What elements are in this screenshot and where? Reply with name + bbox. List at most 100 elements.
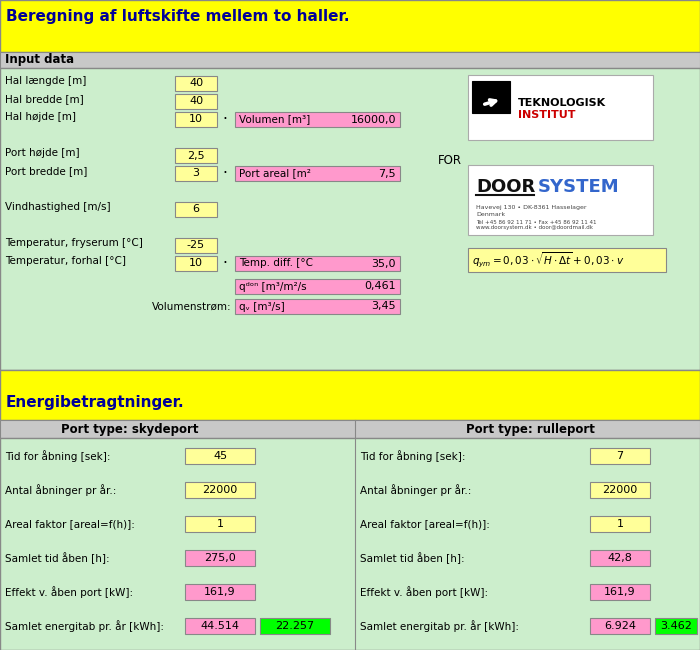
Text: Port areal [m²: Port areal [m² bbox=[239, 168, 311, 179]
Text: 3: 3 bbox=[193, 168, 200, 179]
Text: 22000: 22000 bbox=[603, 485, 638, 495]
Bar bbox=[655, 618, 697, 634]
Bar bbox=[175, 112, 217, 127]
Text: Input data: Input data bbox=[5, 53, 74, 66]
Text: 40: 40 bbox=[189, 79, 203, 88]
Bar bbox=[0, 52, 700, 68]
Bar bbox=[468, 75, 653, 140]
Bar bbox=[590, 448, 650, 464]
Text: 10: 10 bbox=[189, 114, 203, 125]
Text: 35,0: 35,0 bbox=[372, 259, 396, 268]
Bar bbox=[185, 516, 255, 532]
Bar bbox=[235, 299, 400, 314]
Text: Beregning af luftskifte mellem to haller.: Beregning af luftskifte mellem to haller… bbox=[6, 8, 349, 23]
Text: 45: 45 bbox=[213, 451, 227, 461]
Text: Samlet energitab pr. år [kWh]:: Samlet energitab pr. år [kWh]: bbox=[360, 620, 519, 632]
Text: Port type: rulleport: Port type: rulleport bbox=[466, 422, 594, 436]
Bar bbox=[175, 166, 217, 181]
Bar bbox=[0, 68, 700, 370]
Text: Hal længde [m]: Hal længde [m] bbox=[5, 76, 86, 86]
Text: Hal højde [m]: Hal højde [m] bbox=[5, 112, 76, 122]
Text: Tid for åbning [sek]:: Tid for åbning [sek]: bbox=[360, 450, 466, 462]
Text: Effekt v. åben port [kW]:: Effekt v. åben port [kW]: bbox=[5, 586, 133, 598]
Text: ·: · bbox=[223, 256, 228, 271]
Text: 6: 6 bbox=[193, 205, 200, 214]
Text: 1: 1 bbox=[617, 519, 624, 529]
Text: Port højde [m]: Port højde [m] bbox=[5, 148, 80, 158]
Text: qᵈᵒⁿ [m³/m²/s: qᵈᵒⁿ [m³/m²/s bbox=[239, 281, 307, 291]
Text: Temperatur, forhal [°C]: Temperatur, forhal [°C] bbox=[5, 256, 126, 266]
Text: 7,5: 7,5 bbox=[379, 168, 396, 179]
Text: Volumen [m³]: Volumen [m³] bbox=[239, 114, 310, 125]
Text: Antal åbninger pr år.:: Antal åbninger pr år.: bbox=[360, 484, 471, 496]
Text: Temp. diff. [°C: Temp. diff. [°C bbox=[239, 259, 313, 268]
Text: Havevej 130 • DK-8361 Hasselager: Havevej 130 • DK-8361 Hasselager bbox=[476, 205, 587, 209]
Text: 2,5: 2,5 bbox=[187, 151, 205, 161]
Bar bbox=[590, 550, 650, 566]
Bar bbox=[235, 256, 400, 271]
Text: 3,45: 3,45 bbox=[372, 302, 396, 311]
Text: 0,461: 0,461 bbox=[365, 281, 396, 291]
Bar bbox=[468, 165, 653, 235]
Text: 3.462: 3.462 bbox=[660, 621, 692, 631]
Text: 7: 7 bbox=[617, 451, 624, 461]
Bar bbox=[0, 0, 700, 52]
Bar bbox=[175, 148, 217, 163]
Bar bbox=[235, 112, 400, 127]
Text: www.doorsystem.dk • door@doordmail.dk: www.doorsystem.dk • door@doordmail.dk bbox=[476, 226, 593, 231]
Text: SYSTEM: SYSTEM bbox=[538, 178, 620, 196]
Text: INSTITUT: INSTITUT bbox=[518, 110, 575, 120]
Bar bbox=[472, 81, 510, 113]
Text: ·: · bbox=[223, 166, 228, 181]
Text: 40: 40 bbox=[189, 96, 203, 107]
Text: Areal faktor [areal=f(h)]:: Areal faktor [areal=f(h)]: bbox=[5, 519, 135, 529]
Text: ·: · bbox=[223, 112, 228, 127]
Bar bbox=[0, 420, 700, 438]
Text: Antal åbninger pr år.:: Antal åbninger pr år.: bbox=[5, 484, 116, 496]
Text: 16000,0: 16000,0 bbox=[351, 114, 396, 125]
Bar bbox=[0, 438, 700, 650]
Text: DOOR: DOOR bbox=[476, 178, 536, 196]
Bar bbox=[590, 618, 650, 634]
Text: Samlet tid åben [h]:: Samlet tid åben [h]: bbox=[360, 552, 465, 564]
Text: $q_{ym} = 0,03 \cdot \sqrt{H \cdot \Delta t} + 0,03 \cdot v$: $q_{ym} = 0,03 \cdot \sqrt{H \cdot \Delt… bbox=[472, 250, 624, 270]
Bar bbox=[590, 516, 650, 532]
Text: 10: 10 bbox=[189, 259, 203, 268]
Text: 42,8: 42,8 bbox=[608, 553, 632, 563]
Text: -25: -25 bbox=[187, 240, 205, 250]
Text: Samlet energitab pr. år [kWh]:: Samlet energitab pr. år [kWh]: bbox=[5, 620, 164, 632]
Bar bbox=[175, 238, 217, 253]
Bar bbox=[468, 248, 666, 272]
Text: Vindhastighed [m/s]: Vindhastighed [m/s] bbox=[5, 202, 111, 212]
Text: 1: 1 bbox=[216, 519, 223, 529]
Text: Denmark: Denmark bbox=[476, 213, 505, 218]
Text: TEKNOLOGISK: TEKNOLOGISK bbox=[518, 98, 606, 108]
Text: Volumenstrøm:: Volumenstrøm: bbox=[153, 302, 232, 311]
Bar bbox=[185, 584, 255, 600]
Bar bbox=[590, 482, 650, 498]
Bar bbox=[175, 256, 217, 271]
Bar bbox=[185, 618, 255, 634]
Text: 161,9: 161,9 bbox=[204, 587, 236, 597]
Text: Port type: skydeport: Port type: skydeport bbox=[62, 422, 199, 436]
Text: 275,0: 275,0 bbox=[204, 553, 236, 563]
Bar bbox=[0, 370, 700, 420]
Text: Temperatur, fryserum [°C]: Temperatur, fryserum [°C] bbox=[5, 238, 143, 248]
Text: qᵥ [m³/s]: qᵥ [m³/s] bbox=[239, 302, 285, 311]
Text: Tel +45 86 92 11 71 • Fax +45 86 92 11 41: Tel +45 86 92 11 71 • Fax +45 86 92 11 4… bbox=[476, 220, 596, 224]
Text: FOR: FOR bbox=[438, 153, 462, 166]
Bar bbox=[175, 76, 217, 91]
Text: Areal faktor [areal=f(h)]:: Areal faktor [areal=f(h)]: bbox=[360, 519, 490, 529]
Bar bbox=[185, 550, 255, 566]
Bar bbox=[185, 448, 255, 464]
Text: 22.257: 22.257 bbox=[275, 621, 314, 631]
Bar bbox=[590, 584, 650, 600]
Text: 44.514: 44.514 bbox=[200, 621, 239, 631]
Bar bbox=[175, 202, 217, 217]
Text: 161,9: 161,9 bbox=[604, 587, 636, 597]
Text: Energibetragtninger.: Energibetragtninger. bbox=[6, 395, 185, 410]
Bar bbox=[175, 94, 217, 109]
Bar bbox=[185, 482, 255, 498]
Text: Tid for åbning [sek]:: Tid for åbning [sek]: bbox=[5, 450, 111, 462]
Text: 6.924: 6.924 bbox=[604, 621, 636, 631]
